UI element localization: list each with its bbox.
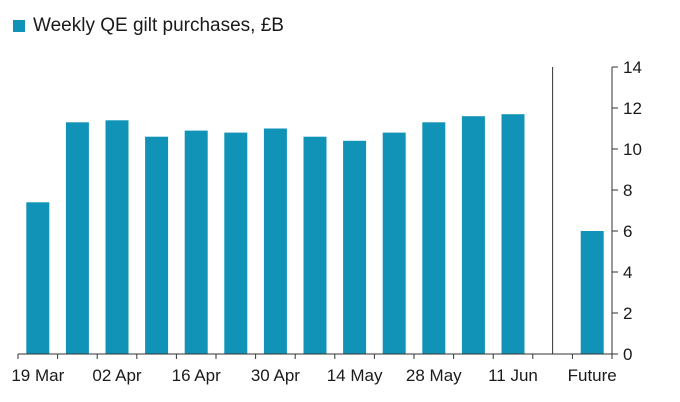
x-tick-label: 19 Mar [11, 366, 64, 385]
y-tick-label: 4 [623, 263, 632, 282]
y-tick-label: 2 [623, 304, 632, 323]
bar-02-apr [105, 120, 129, 354]
x-tick-label: Future [568, 366, 617, 385]
y-tick-label: 10 [623, 140, 642, 159]
y-tick-label: 0 [623, 345, 632, 364]
x-tick-label: 11 Jun [488, 366, 538, 385]
x-tick-label: 30 Apr [251, 366, 300, 385]
y-tick-label: 6 [623, 222, 632, 241]
bar-11-jun [501, 114, 525, 354]
bar-21-may [382, 132, 406, 354]
bar-14-may [343, 140, 367, 354]
y-tick-label: 14 [623, 58, 642, 77]
bar-future [580, 231, 604, 354]
bars [26, 114, 604, 354]
legend-label: Weekly QE gilt purchases, £B [33, 15, 284, 36]
bar-23-apr [224, 132, 248, 354]
bar-04-jun [461, 116, 485, 354]
bar-16-apr [184, 130, 208, 354]
bar-30-apr [263, 128, 287, 354]
y-tick-label: 8 [623, 181, 632, 200]
axes [17, 66, 618, 359]
x-tick-label: 14 May [327, 366, 383, 385]
x-tick-label: 02 Apr [92, 366, 141, 385]
legend-swatch [13, 20, 25, 32]
y-tick-label: 12 [623, 99, 642, 118]
x-tick-label: 28 May [406, 366, 462, 385]
bar-28-may [422, 122, 446, 354]
x-tick-label: 16 Apr [172, 366, 221, 385]
bar-19-mar [26, 202, 50, 354]
bar-09-apr [145, 136, 169, 354]
bar-07-may [303, 136, 327, 354]
bar-26-mar [65, 122, 89, 354]
x-tick-labels: 19 Mar 02 Apr 16 Apr 30 Apr 14 May 28 May 11 J… [11, 366, 616, 385]
y-tick-labels: 0 2 4 6 8 10 12 14 [623, 58, 642, 364]
